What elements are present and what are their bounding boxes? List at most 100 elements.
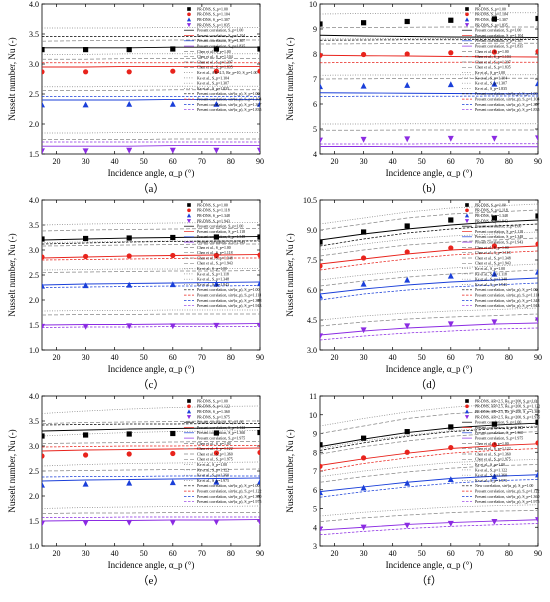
y-tick-label: 1.5 bbox=[29, 150, 39, 159]
y-tick-label: 4.0 bbox=[29, 392, 39, 401]
data-point bbox=[405, 450, 410, 455]
y-tick-label: 2.0 bbox=[29, 120, 39, 129]
y-tick-label: 1.0 bbox=[29, 542, 39, 551]
data-point bbox=[39, 453, 44, 458]
x-tick-label: 80 bbox=[505, 353, 513, 362]
data-point bbox=[448, 245, 453, 250]
data-point bbox=[39, 69, 44, 74]
legend-marker bbox=[187, 203, 191, 207]
x-tick-label: 30 bbox=[82, 157, 90, 166]
data-point bbox=[535, 213, 540, 218]
x-tick-label: 60 bbox=[169, 353, 177, 362]
x-tick-label: 40 bbox=[389, 157, 397, 166]
data-point bbox=[448, 50, 453, 55]
data-point bbox=[448, 424, 453, 429]
panel-label: （a） bbox=[138, 182, 165, 195]
data-point bbox=[170, 253, 175, 258]
data-point bbox=[257, 450, 262, 455]
data-point bbox=[535, 241, 540, 246]
x-tick-label: 20 bbox=[53, 157, 61, 166]
y-tick-label: 4.5 bbox=[307, 316, 317, 325]
x-tick-label: 90 bbox=[534, 157, 542, 166]
x-tick-label: 50 bbox=[418, 157, 426, 166]
y-axis-label: Nusselt number, Nu (-) bbox=[7, 429, 17, 512]
data-point bbox=[127, 69, 132, 74]
data-point bbox=[127, 431, 132, 436]
data-point bbox=[405, 19, 410, 24]
data-point bbox=[39, 433, 44, 438]
x-tick-label: 70 bbox=[198, 353, 206, 362]
data-point bbox=[170, 431, 175, 436]
x-tick-label: 70 bbox=[476, 157, 484, 166]
data-point bbox=[127, 47, 132, 52]
data-point bbox=[317, 239, 322, 244]
y-tick-label: 7 bbox=[313, 75, 317, 84]
data-point bbox=[257, 430, 262, 435]
x-tick-label: 80 bbox=[227, 353, 235, 362]
panel-label: （e） bbox=[138, 574, 165, 587]
data-point bbox=[170, 69, 175, 74]
data-point bbox=[83, 47, 88, 52]
x-tick-label: 20 bbox=[53, 353, 61, 362]
data-point bbox=[317, 53, 322, 58]
data-point bbox=[83, 254, 88, 259]
data-point bbox=[39, 236, 44, 241]
x-tick-label: 60 bbox=[447, 157, 455, 166]
y-tick-label: 6.0 bbox=[307, 286, 317, 295]
x-axis-label: Incidence angle, α_p (°) bbox=[108, 364, 195, 374]
data-point bbox=[257, 69, 262, 74]
x-tick-label: 50 bbox=[418, 353, 426, 362]
y-tick-label: 2.5 bbox=[29, 90, 39, 99]
y-tick-label: 1.0 bbox=[29, 346, 39, 355]
legend-marker bbox=[465, 203, 469, 207]
y-tick-label: 3.0 bbox=[29, 60, 39, 69]
x-tick-label: 70 bbox=[198, 157, 206, 166]
y-tick-label: 4.0 bbox=[29, 0, 39, 9]
y-tick-label: 10.5 bbox=[303, 196, 317, 205]
data-point bbox=[83, 236, 88, 241]
x-tick-label: 80 bbox=[505, 157, 513, 166]
data-point bbox=[448, 18, 453, 23]
data-point bbox=[535, 440, 540, 445]
data-point bbox=[448, 445, 453, 450]
x-tick-label: 70 bbox=[198, 549, 206, 558]
y-axis-label: Nusselt number, Nu (-) bbox=[7, 233, 17, 316]
y-tick-label: 8 bbox=[313, 448, 317, 457]
y-axis-label: Nusselt number, Nu (-) bbox=[285, 429, 295, 512]
x-tick-label: 30 bbox=[360, 157, 368, 166]
x-axis-label: Incidence angle, α_p (°) bbox=[108, 168, 195, 178]
y-tick-label: 3.5 bbox=[29, 221, 39, 230]
y-tick-label: 5 bbox=[313, 505, 317, 514]
x-tick-label: 50 bbox=[418, 549, 426, 558]
x-tick-label: 50 bbox=[140, 157, 148, 166]
data-point bbox=[535, 420, 540, 425]
x-tick-label: 60 bbox=[447, 353, 455, 362]
y-tick-label: 1.5 bbox=[29, 517, 39, 526]
x-tick-label: 60 bbox=[447, 549, 455, 558]
y-tick-label: 9 bbox=[313, 25, 317, 34]
data-point bbox=[448, 217, 453, 222]
x-tick-label: 30 bbox=[82, 353, 90, 362]
y-tick-label: 3.0 bbox=[29, 442, 39, 451]
y-tick-label: 2.5 bbox=[29, 467, 39, 476]
data-point bbox=[361, 52, 366, 57]
x-tick-label: 30 bbox=[82, 549, 90, 558]
legend-marker bbox=[465, 208, 469, 212]
y-tick-label: 7 bbox=[313, 467, 317, 476]
y-tick-label: 9.0 bbox=[307, 226, 317, 235]
x-tick-label: 60 bbox=[169, 549, 177, 558]
data-point bbox=[361, 229, 366, 234]
data-point bbox=[405, 249, 410, 254]
data-point bbox=[361, 20, 366, 25]
x-tick-label: 60 bbox=[169, 157, 177, 166]
data-point bbox=[257, 234, 262, 239]
x-axis-label: Incidence angle, α_p (°) bbox=[386, 364, 473, 374]
x-tick-label: 40 bbox=[389, 549, 397, 558]
y-tick-label: 3.0 bbox=[307, 346, 317, 355]
x-tick-label: 20 bbox=[53, 549, 61, 558]
x-tick-label: 70 bbox=[476, 353, 484, 362]
